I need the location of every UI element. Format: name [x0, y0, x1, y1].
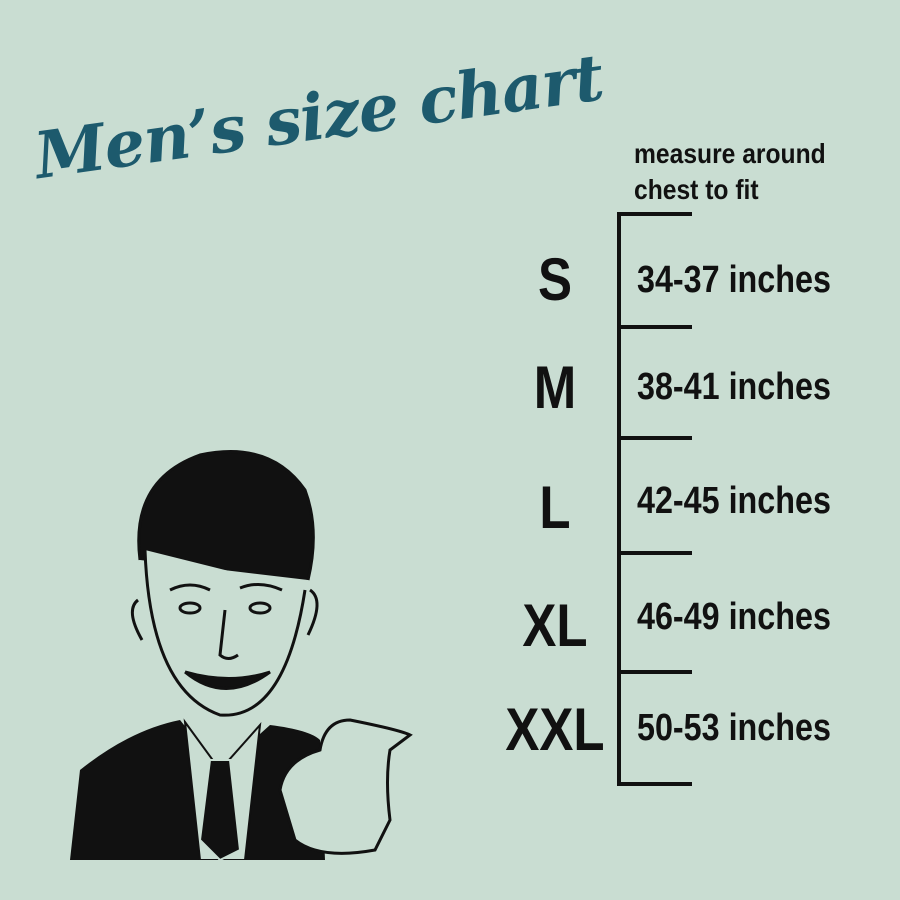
size-label-m: M	[533, 354, 577, 421]
bracket-tick	[617, 436, 692, 440]
bracket-tick	[617, 212, 692, 216]
instruction-line: measure around	[634, 138, 826, 169]
size-label-xxl: XXL	[505, 696, 605, 763]
size-range-l: 42-45 inches	[637, 480, 831, 522]
size-range-xxl: 50-53 inches	[637, 707, 831, 749]
instruction-line: chest to fit	[634, 174, 759, 205]
size-label-s: S	[537, 246, 573, 313]
bracket-line	[617, 212, 621, 786]
bracket-tick	[617, 782, 692, 786]
measure-instruction: measure around chest to fit	[634, 136, 826, 208]
size-range-s: 34-37 inches	[637, 259, 831, 301]
page-title: Men’s size chart	[30, 40, 608, 195]
bracket-tick	[617, 551, 692, 555]
size-label-l: L	[539, 474, 571, 541]
retro-man-illustration	[70, 450, 413, 860]
size-range-m: 38-41 inches	[637, 366, 831, 408]
bracket-tick	[617, 670, 692, 674]
bracket-tick	[617, 325, 692, 329]
size-label-xl: XL	[522, 592, 588, 659]
size-range-xl: 46-49 inches	[637, 596, 831, 638]
